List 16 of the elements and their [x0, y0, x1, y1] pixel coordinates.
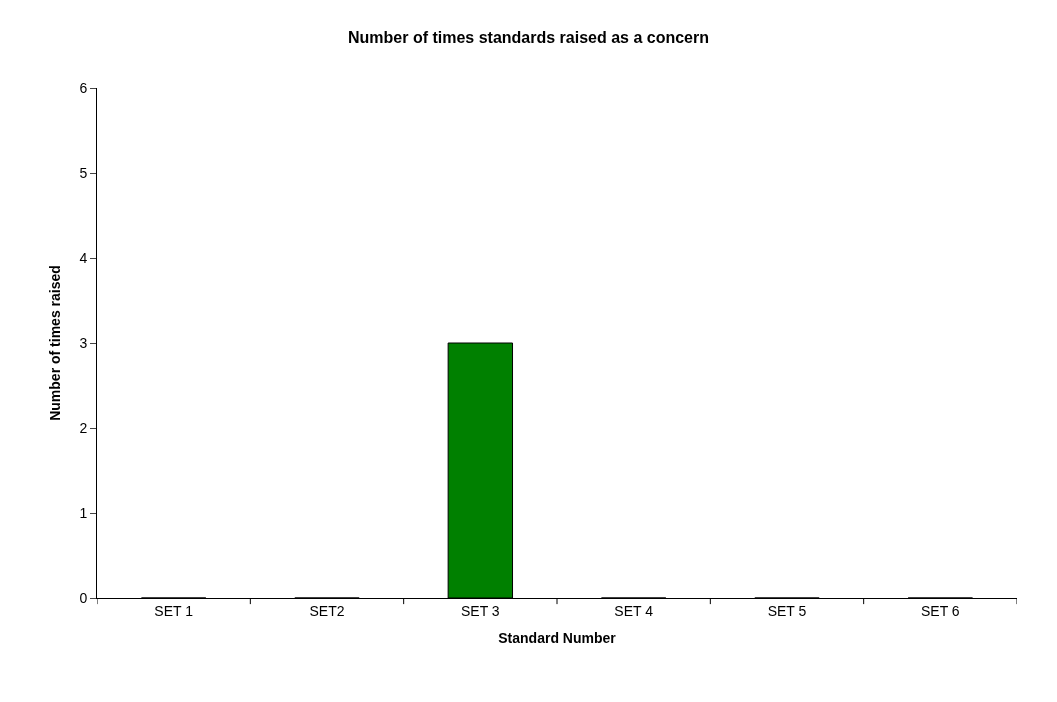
y-axis-title: Number of times raised	[47, 265, 63, 421]
y-tick-label: 3	[79, 334, 88, 351]
y-tick-label: 6	[79, 79, 88, 96]
x-tick-label: SET 3	[461, 602, 500, 619]
y-tick-label: 4	[79, 249, 88, 266]
x-tick-label: SET 4	[614, 602, 654, 619]
chart-title: Number of times standards raised as a concern	[347, 28, 710, 46]
x-axis-title: Standard Number	[498, 630, 617, 647]
y-tick-label: 1	[79, 504, 88, 521]
x-tick-label: SET 5	[767, 602, 807, 619]
x-tick-label: SET2	[309, 602, 345, 619]
y-tick-label: 5	[79, 164, 88, 181]
y-tick-label: 2	[79, 419, 88, 436]
x-tick-label: SET 6	[921, 602, 960, 619]
x-tick-label: SET 1	[154, 602, 194, 619]
y-tick-label: 0	[79, 589, 88, 606]
